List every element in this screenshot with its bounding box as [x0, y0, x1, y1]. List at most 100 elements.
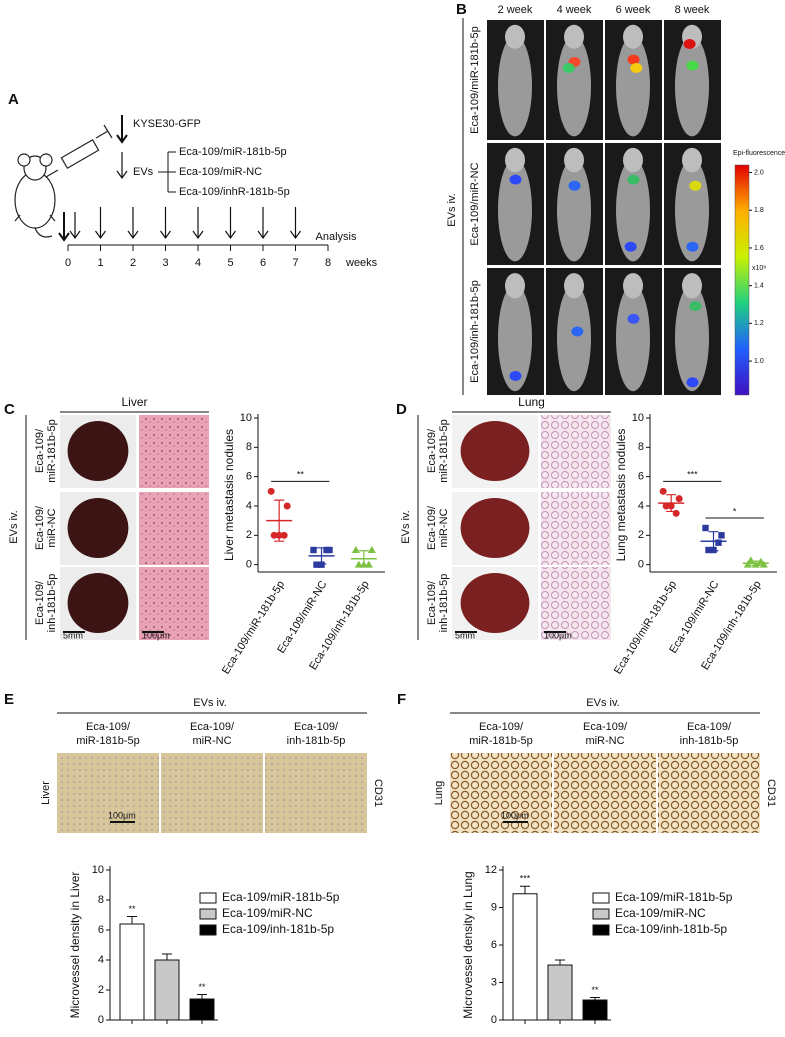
syringe-icon: [45, 124, 113, 178]
y-tick-label: 9: [491, 901, 497, 913]
error-bar: [274, 499, 285, 542]
arrow-head: [58, 232, 70, 242]
header: EVs iv.: [193, 697, 226, 709]
data-point: [718, 532, 725, 539]
panel-label: F: [397, 691, 406, 708]
arrow-head: [95, 230, 106, 240]
y-tick-label: 6: [246, 471, 252, 483]
data-point: [367, 546, 376, 553]
error-bar: [555, 959, 565, 965]
organ: [460, 421, 530, 481]
y-tick-label: 4: [98, 954, 104, 966]
error-bar: [666, 494, 677, 513]
row-label: Eca-109/: [34, 580, 46, 625]
ihc-photo: [658, 753, 760, 833]
bar: [119, 923, 145, 1021]
arrow-head: [127, 230, 139, 240]
significance-label: ***: [687, 470, 698, 480]
scale-label: 5mm: [63, 630, 83, 640]
mouse-body: [675, 35, 709, 137]
y-tick-label: 0: [638, 559, 644, 571]
data-point: [364, 560, 373, 568]
legend-swatch: [199, 908, 217, 920]
panel-label: A: [8, 91, 19, 108]
mouse-head: [623, 273, 643, 299]
y-tick-label: 8: [98, 894, 104, 906]
y-tick-label: 0: [246, 559, 252, 571]
signal-spot: [509, 174, 522, 185]
histology-photo: [541, 567, 611, 640]
ihc-photo: [265, 753, 367, 833]
significance-label: **: [198, 982, 206, 992]
colorbar-tick-label: 1.6: [754, 245, 764, 252]
organ: [67, 421, 129, 481]
y-tick-label: 8: [638, 441, 644, 453]
injection-label: KYSE30-GFP: [133, 118, 201, 130]
colorbar-tick-label: 1.0: [754, 358, 764, 365]
error-bar: [708, 531, 719, 552]
mouse-head: [505, 24, 525, 49]
signal-spot: [686, 60, 699, 71]
tissue-title: Liver: [121, 395, 147, 409]
y-axis-title: Lung metastasis nodules: [614, 429, 628, 562]
error-bar: [358, 550, 369, 568]
column-header: Eca-109/: [86, 721, 131, 733]
colorbar-title: Epi-fluorescence: [733, 150, 785, 157]
mouse-head: [682, 147, 702, 173]
side-label: EVs iv.: [400, 510, 412, 543]
legend-swatch: [592, 892, 610, 904]
bar: [582, 999, 608, 1021]
x-tick-label: Eca-109/miR-181b-5p: [612, 579, 679, 677]
tissue-label: Lung: [433, 781, 445, 805]
header: EVs iv.: [586, 697, 619, 709]
x-tick-label: Eca-109/miR-181b-5p: [220, 579, 287, 677]
mouse-head: [505, 273, 525, 299]
y-axis-title: Microvessel density in Lung: [461, 871, 475, 1018]
timeline-label: 0: [65, 257, 71, 269]
mouse-body: [498, 284, 532, 392]
organ: [460, 498, 530, 558]
mouse-head: [623, 147, 643, 173]
row-label: Eca-109/miR-181b-5p: [469, 26, 481, 134]
y-tick-label: 2: [98, 984, 104, 996]
y-tick-label: 6: [491, 939, 497, 951]
signal-spot: [686, 377, 699, 388]
endpoint-label: Analysis: [316, 231, 357, 243]
colorbar-tick-label: 1.4: [754, 282, 764, 289]
y-tick-label: 6: [638, 471, 644, 483]
data-point: [746, 556, 755, 564]
tissue-label: Liver: [40, 781, 52, 805]
row-label: miR-181b-5p: [438, 419, 450, 483]
mouse-body: [498, 158, 532, 262]
mouse-head: [623, 24, 643, 49]
tissue-title: Lung: [518, 395, 545, 409]
legend-swatch: [592, 924, 610, 936]
organ: [67, 498, 129, 558]
panel-label: B: [456, 1, 467, 18]
organ: [460, 573, 530, 633]
column-header: Eca-109/: [583, 721, 628, 733]
timeline-label: 6: [260, 257, 266, 269]
significance-label: *: [733, 506, 737, 516]
histology-photo: [541, 492, 611, 565]
legend-swatch: [199, 892, 217, 904]
signal-spot: [689, 301, 702, 312]
histology-photo: [541, 415, 611, 488]
ev-group: Eca-109/miR-181b-5p: [179, 146, 287, 158]
mouse-body: [616, 35, 650, 137]
row-label: Eca-109/: [34, 428, 46, 473]
column-header: inh-181b-5p: [680, 735, 739, 747]
timeline-label: 5: [227, 257, 233, 269]
scale-label: 100μm: [108, 810, 136, 820]
y-axis-title: Liver metastasis nodules: [222, 429, 236, 561]
timeline-label: 8: [325, 257, 331, 269]
ev-group: Eca-109/miR-NC: [179, 166, 262, 178]
data-point: [675, 495, 683, 503]
panel-label: C: [4, 401, 15, 418]
row-label: Eca-109/: [426, 428, 438, 473]
legend-label: Eca-109/miR-NC: [615, 906, 706, 920]
y-tick-label: 4: [638, 500, 644, 512]
signal-spot: [624, 241, 637, 252]
row-label: Eca-109/inh-181b-5p: [469, 280, 481, 383]
arrow-head: [69, 230, 81, 240]
